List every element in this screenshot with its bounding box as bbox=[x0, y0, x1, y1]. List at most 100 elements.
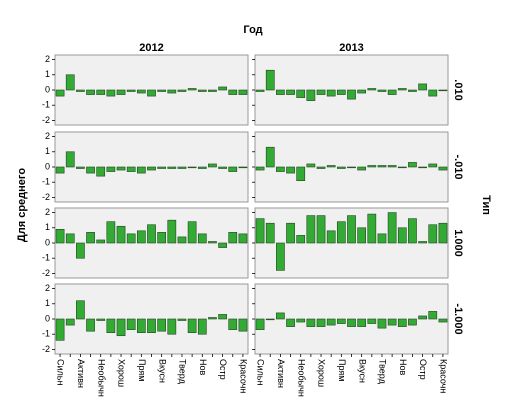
bar bbox=[367, 88, 377, 91]
bar bbox=[387, 212, 397, 244]
bar bbox=[96, 166, 106, 177]
bar bbox=[116, 318, 126, 337]
bar bbox=[157, 166, 167, 169]
bar bbox=[296, 89, 306, 98]
bar bbox=[167, 318, 177, 335]
bar bbox=[367, 165, 377, 168]
bar bbox=[106, 166, 116, 172]
bar bbox=[96, 239, 106, 244]
bar bbox=[55, 166, 65, 174]
bar bbox=[265, 69, 275, 91]
y-tick-label: 1 bbox=[45, 298, 50, 308]
bar bbox=[136, 230, 146, 244]
bar bbox=[387, 165, 397, 168]
bar bbox=[377, 318, 387, 329]
bar bbox=[126, 89, 136, 92]
bar bbox=[418, 241, 427, 244]
bar bbox=[347, 215, 356, 244]
y-tick-label: -1 bbox=[42, 100, 50, 110]
bar bbox=[238, 233, 248, 244]
bar bbox=[296, 318, 306, 323]
y-tick-label: 0 bbox=[45, 161, 50, 171]
bar bbox=[136, 318, 146, 333]
bar bbox=[147, 318, 156, 333]
bar bbox=[55, 89, 65, 97]
bar bbox=[408, 89, 417, 92]
bar bbox=[336, 89, 346, 95]
bar bbox=[116, 89, 126, 95]
bar bbox=[228, 232, 238, 244]
bar bbox=[276, 89, 285, 95]
bar bbox=[228, 89, 238, 95]
bar bbox=[187, 166, 197, 169]
bar bbox=[255, 89, 265, 92]
bar bbox=[126, 233, 136, 244]
bar bbox=[347, 89, 356, 100]
bar bbox=[96, 89, 106, 95]
column-label: 2012 bbox=[139, 42, 163, 54]
bar bbox=[377, 89, 387, 92]
x-tick-label: Активн bbox=[76, 359, 86, 388]
bar bbox=[397, 318, 407, 327]
x-tick-label: Остр bbox=[218, 359, 228, 380]
x-tick-label: Сильн bbox=[256, 359, 266, 385]
bar bbox=[336, 166, 346, 169]
bar bbox=[187, 221, 197, 244]
bar bbox=[76, 89, 85, 92]
bar bbox=[147, 224, 156, 244]
bar bbox=[218, 314, 227, 320]
bar bbox=[96, 318, 106, 321]
bar bbox=[397, 88, 407, 91]
bar bbox=[86, 89, 95, 95]
bar bbox=[408, 318, 417, 326]
bar bbox=[208, 89, 217, 92]
bar bbox=[286, 318, 295, 327]
y-tick-label: -2 bbox=[42, 344, 50, 354]
bar bbox=[326, 165, 336, 168]
bar bbox=[157, 89, 167, 92]
bar bbox=[197, 233, 207, 244]
y-tick-label: 0 bbox=[45, 84, 50, 94]
x-tick-label: Прям bbox=[137, 359, 147, 381]
bar bbox=[65, 151, 75, 168]
x-tick-label: Необычн bbox=[96, 359, 106, 397]
bar bbox=[167, 89, 177, 94]
bar bbox=[177, 236, 187, 244]
row-label: -1.000 bbox=[452, 303, 464, 334]
row-label: 1.000 bbox=[452, 229, 464, 257]
bar bbox=[147, 166, 156, 171]
bar bbox=[238, 166, 248, 169]
column-label: 2013 bbox=[339, 42, 363, 54]
bar bbox=[357, 227, 367, 244]
x-tick-label: Красочн bbox=[439, 359, 449, 393]
row-label: .010 bbox=[452, 79, 464, 100]
bar bbox=[387, 318, 397, 326]
bar bbox=[428, 311, 438, 320]
bar bbox=[136, 89, 146, 94]
bar bbox=[86, 232, 95, 244]
bar bbox=[286, 222, 295, 244]
bar bbox=[326, 318, 336, 326]
bar bbox=[197, 89, 207, 92]
bar bbox=[438, 89, 448, 92]
y-tick-label: 1 bbox=[45, 69, 50, 79]
chart-title: Год bbox=[243, 24, 262, 36]
bar bbox=[296, 235, 306, 244]
bar bbox=[187, 318, 197, 333]
bar bbox=[265, 222, 275, 244]
bar bbox=[265, 146, 275, 168]
bar bbox=[316, 166, 326, 169]
bar bbox=[367, 318, 377, 324]
bar bbox=[86, 318, 95, 332]
bar bbox=[177, 166, 187, 169]
bar bbox=[316, 215, 326, 244]
y-axis-label: Для среднего bbox=[16, 168, 28, 242]
bar bbox=[197, 318, 207, 335]
bar bbox=[357, 166, 367, 171]
bar bbox=[276, 312, 285, 320]
bar bbox=[438, 166, 448, 171]
y-tick-label: 2 bbox=[45, 54, 50, 64]
bar bbox=[147, 89, 156, 97]
bar bbox=[218, 242, 227, 248]
bar bbox=[418, 315, 427, 320]
